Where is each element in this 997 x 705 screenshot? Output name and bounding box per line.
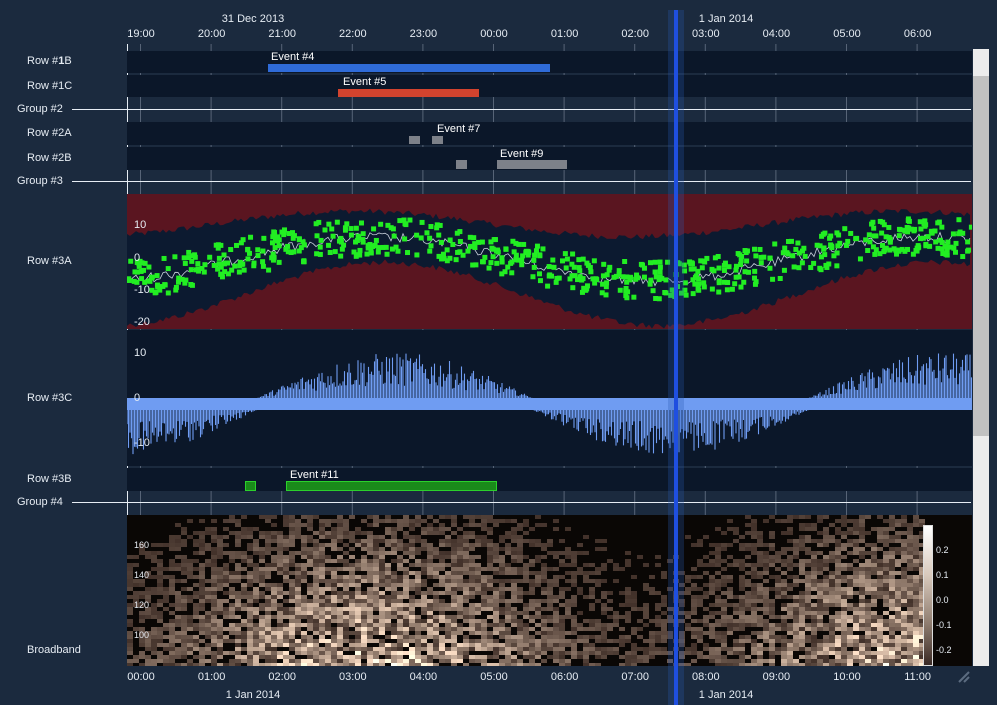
time-cursor-line[interactable] (674, 10, 678, 705)
group-divider-3 (72, 181, 971, 182)
bottom-axis-tick-0: 00:00 (127, 671, 155, 683)
event-7-label: Event #7 (437, 123, 480, 135)
group-label-2[interactable]: Group #2 (17, 103, 63, 115)
event-8-marker[interactable] (456, 160, 467, 169)
broadband-spectrogram[interactable] (127, 515, 972, 666)
bottom-date-right: 1 Jan 2014 (699, 689, 753, 701)
event-4-bar[interactable] (268, 64, 550, 72)
broadband-ytick-100: 100 (134, 630, 149, 640)
bottom-axis-tick-9: 09:00 (763, 671, 791, 683)
bottom-axis-tick-2: 02:00 (268, 671, 296, 683)
broadband-ytick-120: 120 (134, 600, 149, 610)
bottom-axis-tick-3: 03:00 (339, 671, 367, 683)
bottom-axis-tick-6: 06:00 (551, 671, 579, 683)
track-row-1c (127, 75, 972, 97)
event-11-bar[interactable] (286, 481, 497, 491)
colorbar-tick-3: -0.1 (936, 620, 952, 630)
group-label-4[interactable]: Group #4 (17, 496, 63, 508)
row-label-1b: Row #1B (27, 55, 72, 67)
track-row-2a (127, 122, 972, 145)
row-label-2a: Row #2A (27, 127, 72, 139)
broadband-ytick-160: 160 (134, 540, 149, 550)
row-label-1c: Row #1C (27, 80, 72, 92)
bottom-axis-tick-10: 10:00 (833, 671, 861, 683)
event-11-label: Event #11 (290, 469, 339, 481)
event-5-bar[interactable] (338, 89, 479, 97)
bottom-axis-tick-8: 08:00 (692, 671, 720, 683)
row-label-2b: Row #2B (27, 152, 72, 164)
row-3a-scatter-plot[interactable] (127, 194, 972, 329)
group-label-3[interactable]: Group #3 (17, 175, 63, 187)
bottom-axis-tick-4: 04:00 (410, 671, 438, 683)
colorbar-tick-1: 0.1 (936, 570, 949, 580)
colorbar-tick-0: 0.2 (936, 545, 949, 555)
group-divider-2 (72, 109, 971, 110)
colorbar-tick-4: -0.2 (936, 645, 952, 655)
row-3a-ytick-minus20: -20 (134, 316, 150, 328)
event-10-marker[interactable] (245, 481, 256, 491)
colorbar-tick-2: 0.0 (936, 595, 949, 605)
row-label-3a: Row #3A (27, 255, 72, 267)
row-3c-bar-plot[interactable] (127, 330, 972, 466)
vertical-scrollbar[interactable] (973, 49, 989, 666)
bottom-axis-tick-1: 01:00 (198, 671, 226, 683)
bottom-axis-tick-7: 07:00 (621, 671, 649, 683)
resize-grip-icon[interactable] (957, 668, 971, 684)
event-4-label: Event #4 (271, 51, 314, 63)
event-7a-marker[interactable] (409, 136, 420, 144)
event-9-bar[interactable] (497, 160, 567, 169)
row-label-3c: Row #3C (27, 392, 72, 404)
row-3c-ytick-10: 10 (134, 347, 146, 359)
row-3a-ytick-minus10: -10 (134, 284, 150, 296)
bottom-date-left: 1 Jan 2014 (226, 689, 280, 701)
event-5-label: Event #5 (343, 76, 386, 88)
event-7b-marker[interactable] (432, 136, 443, 144)
colorbar (923, 525, 933, 666)
vertical-scrollbar-thumb[interactable] (973, 76, 989, 436)
row-3a-ytick-0: 0 (134, 252, 140, 264)
group-divider-4 (72, 502, 971, 503)
row-label-broadband: Broadband (27, 644, 81, 656)
bottom-axis: 00:00 01:00 02:00 03:00 04:00 05:00 06:00 07:00… (0, 666, 997, 705)
row-label-3b: Row #3B (27, 473, 72, 485)
bottom-axis-tick-11: 11:00 (904, 671, 931, 683)
row-3a-ytick-10: 10 (134, 219, 146, 231)
broadband-ytick-140: 140 (134, 570, 149, 580)
row-3c-ytick-minus10: -10 (134, 437, 150, 449)
event-9-label: Event #9 (500, 148, 543, 160)
row-3c-ytick-0: 0 (134, 392, 140, 404)
bottom-axis-tick-5: 05:00 (480, 671, 508, 683)
